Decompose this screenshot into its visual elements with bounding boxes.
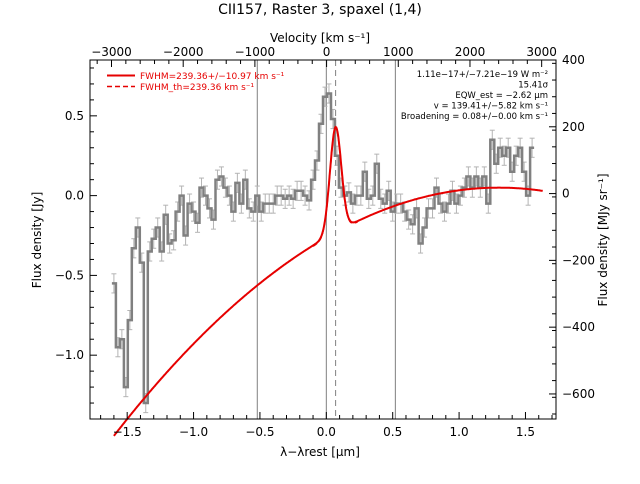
fit-series bbox=[113, 125, 543, 437]
fit-annotation: 15.41σ bbox=[518, 81, 548, 91]
x2-tick-label: 0 bbox=[323, 45, 331, 59]
legend: FWHM=239.36+/−10.97 km s⁻¹ FWHM_th=239.3… bbox=[107, 72, 285, 93]
x-axis-label: λ−λrest [μm] bbox=[280, 445, 360, 459]
legend-theory-label: FWHM_th=239.36 km s⁻¹ bbox=[140, 83, 255, 93]
x-tick-label: 0.5 bbox=[383, 425, 402, 439]
x2-tick-label: 1000 bbox=[383, 45, 414, 59]
fit-annotation: EQW_est = −2.62 μm bbox=[455, 91, 548, 101]
y-tick-label: −0.5 bbox=[55, 268, 84, 282]
fit-theory-line bbox=[312, 126, 358, 247]
x2-axis-label: Velocity [km s⁻¹] bbox=[270, 31, 370, 45]
y-tick-label: 0.5 bbox=[65, 109, 84, 123]
x2-tick-label: 2000 bbox=[455, 45, 486, 59]
y2-tick-label: −600 bbox=[562, 387, 595, 401]
x2-tick-label: 3000 bbox=[526, 45, 557, 59]
legend-fit-label: FWHM=239.36+/−10.97 km s⁻¹ bbox=[140, 72, 285, 82]
y-tick-label: −1.0 bbox=[55, 348, 84, 362]
x-tick-label: −1.0 bbox=[179, 425, 208, 439]
spectrum-line bbox=[111, 92, 535, 405]
y2-tick-label: −400 bbox=[562, 320, 595, 334]
x-tick-label: 1.5 bbox=[516, 425, 535, 439]
x-tick-label: −1.5 bbox=[113, 425, 142, 439]
fit-line bbox=[113, 125, 543, 437]
y2-tick-label: 0 bbox=[562, 187, 570, 201]
plot-frame bbox=[89, 59, 557, 420]
x2-tick-label: −1000 bbox=[235, 45, 276, 59]
y-axis-label: Flux density [Jy] bbox=[30, 192, 44, 289]
x-tick-label: 0.0 bbox=[317, 425, 336, 439]
y2-tick-label: 200 bbox=[562, 120, 585, 134]
chart-title: CII157, Raster 3, spaxel (1,4) bbox=[218, 2, 422, 18]
axis-ticks bbox=[90, 59, 557, 419]
y2-tick-label: 400 bbox=[562, 53, 585, 67]
x-tick-label: −0.5 bbox=[245, 425, 274, 439]
y2-tick-label: −200 bbox=[562, 253, 595, 267]
y2-axis-label: Flux density [MJy sr⁻¹] bbox=[596, 173, 610, 306]
y-tick-label: 0.0 bbox=[65, 189, 84, 203]
tick-labels: −1.5 −1.0 −0.5 0.0 0.5 1.0 1.5 −1.0 −0.5 0.0 0.5 −3… bbox=[55, 45, 595, 439]
x2-tick-label: −2000 bbox=[163, 45, 204, 59]
fit-annotation: Broadening = 0.08+/−0.00 km s⁻¹ bbox=[401, 112, 548, 122]
spectrum-series bbox=[111, 92, 535, 405]
fit-annotation: v = 139.41+/−5.82 km s⁻¹ bbox=[434, 102, 548, 112]
x2-tick-label: −3000 bbox=[91, 45, 132, 59]
reference-lines bbox=[256, 60, 396, 419]
x-tick-label: 1.0 bbox=[450, 425, 469, 439]
fit-annotation: 1.11e−17+/−7.21e−19 W m⁻² bbox=[417, 70, 548, 80]
